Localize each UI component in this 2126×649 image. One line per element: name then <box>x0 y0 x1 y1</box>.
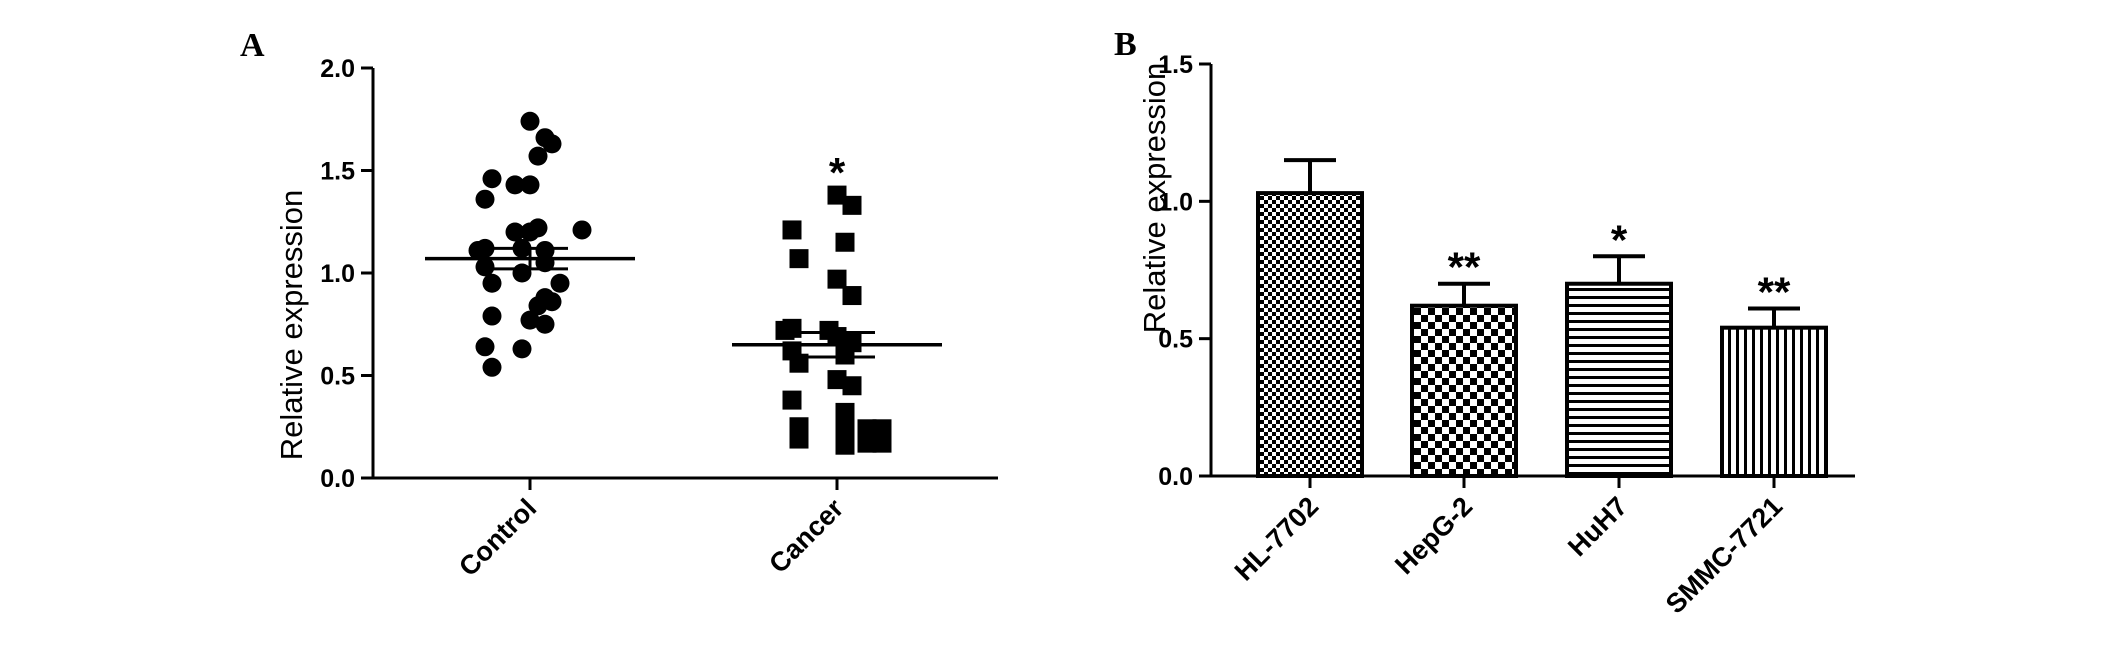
panel-b-x-category-label: HL-7702 <box>1229 491 1324 586</box>
panel-a-y-tick-label: 0.5 <box>320 363 355 391</box>
panel-b-x-category-label: HuH7 <box>1562 491 1633 562</box>
panel-a-control-point <box>482 357 502 377</box>
panel-b-bar <box>1256 191 1364 479</box>
panel-b-y-ticks: 0.0 0.5 1.0 1.5 <box>1158 51 1211 491</box>
panel-a-control-point <box>550 273 570 293</box>
panel-a-cancer-point <box>835 402 855 422</box>
panel-a-x-categories: Control Cancer <box>453 478 850 582</box>
panel-a-control-point <box>520 175 540 195</box>
panel-a-control-point <box>520 222 540 242</box>
panel-a-mean-sem: * <box>425 149 942 359</box>
panel-b-x-category-label: HepG-2 <box>1389 491 1478 580</box>
panel-b-y-tick-label: 1.5 <box>1158 51 1193 79</box>
panel-a-cancer-point <box>872 419 892 439</box>
panel-a-y-tick-label: 1.0 <box>320 260 355 288</box>
panel-a-cancer-point <box>835 232 855 252</box>
panel-b-significance-marker: ** <box>1448 244 1481 291</box>
panel-a-axes <box>371 68 998 480</box>
panel-a-y-tick-label: 0.0 <box>320 465 355 493</box>
panel-b: B Relative expression 0.00.51.01.5 *****… <box>1114 26 1855 619</box>
panel-a-y-tick-label: 2.0 <box>320 55 355 83</box>
panel-a-cancer-point <box>782 220 802 240</box>
panel-a-control-point <box>512 339 532 359</box>
panel-b-x-category-label: SMMC-7721 <box>1660 491 1788 619</box>
panel-a-y-ticks: 0.0 0.5 1.0 1.5 2.0 <box>320 55 373 493</box>
panel-b-y-tick-label: 0.0 <box>1158 463 1193 491</box>
panel-a-x-category-label: Cancer <box>763 493 849 579</box>
panel-a-control-point <box>520 111 540 131</box>
panel-a-control-point <box>475 257 495 277</box>
panel-a-cancer-point <box>782 390 802 410</box>
panel-a-cancer-point <box>827 185 847 205</box>
panel-a-cancer-point <box>872 433 892 453</box>
panel-b-bars: ***** <box>1256 158 1828 479</box>
panel-a-y-axis-title: Relative expression <box>274 190 309 461</box>
panel-a-significance-marker: * <box>829 149 846 196</box>
panel-a-cancer-point <box>835 435 855 455</box>
panel-b-y-tick-label: 0.5 <box>1158 326 1193 354</box>
panel-a-control-point <box>482 306 502 326</box>
panel-a-control-point <box>505 175 525 195</box>
panel-b-bar <box>1720 325 1828 478</box>
panel-b-bar <box>1565 281 1673 478</box>
panel-a-cancer-point <box>827 370 847 390</box>
panel-b-letter: B <box>1114 26 1137 63</box>
panel-b-significance-marker: * <box>1611 216 1628 263</box>
panel-b-bar <box>1410 303 1518 478</box>
panel-a-control-point <box>528 146 548 166</box>
panel-a-control-point <box>482 169 502 189</box>
panel-a-x-category-label: Control <box>453 493 542 582</box>
panel-b-y-tick-label: 1.0 <box>1158 188 1193 216</box>
panel-a-control-point <box>482 273 502 293</box>
panel-a-control-point <box>468 240 488 260</box>
panel-a-control-point <box>542 134 562 154</box>
panel-a-cancer-point <box>827 269 847 289</box>
panel-a-control-point <box>475 189 495 209</box>
panel-a-control-point <box>505 222 525 242</box>
panel-a-control-point <box>475 337 495 357</box>
panel-a-cancer-point <box>842 195 862 215</box>
panel-a-y-tick-label: 1.5 <box>320 158 355 186</box>
panel-a-cancer-point <box>857 433 877 453</box>
panel-a-cancer-point <box>842 376 862 396</box>
panel-a-cancer-point <box>842 286 862 306</box>
panel-a-cancer-point <box>789 249 809 269</box>
panel-a-cancer-point <box>775 320 795 340</box>
panel-a: A Relative expression 0.0 0.5 1.0 1.5 2.0 Co… <box>240 27 998 582</box>
panel-b-significance-marker: ** <box>1758 268 1791 315</box>
panel-b-x-categories: HL-7702 HepG-2 HuH7 SMMC-7721 <box>1229 476 1788 619</box>
panel-a-control-point <box>520 310 540 330</box>
panel-a-control-point <box>572 220 592 240</box>
panel-a-control-point <box>535 314 555 334</box>
panel-b-y-axis-title: Relative expression <box>1137 63 1172 334</box>
panel-a-letter: A <box>240 27 265 64</box>
panel-a-control-point <box>528 296 548 316</box>
panel-a-cancer-point <box>789 429 809 449</box>
panel-a-cancer-point <box>835 345 855 365</box>
panel-a-cancer-point <box>857 419 877 439</box>
panel-a-data-points <box>468 111 892 455</box>
